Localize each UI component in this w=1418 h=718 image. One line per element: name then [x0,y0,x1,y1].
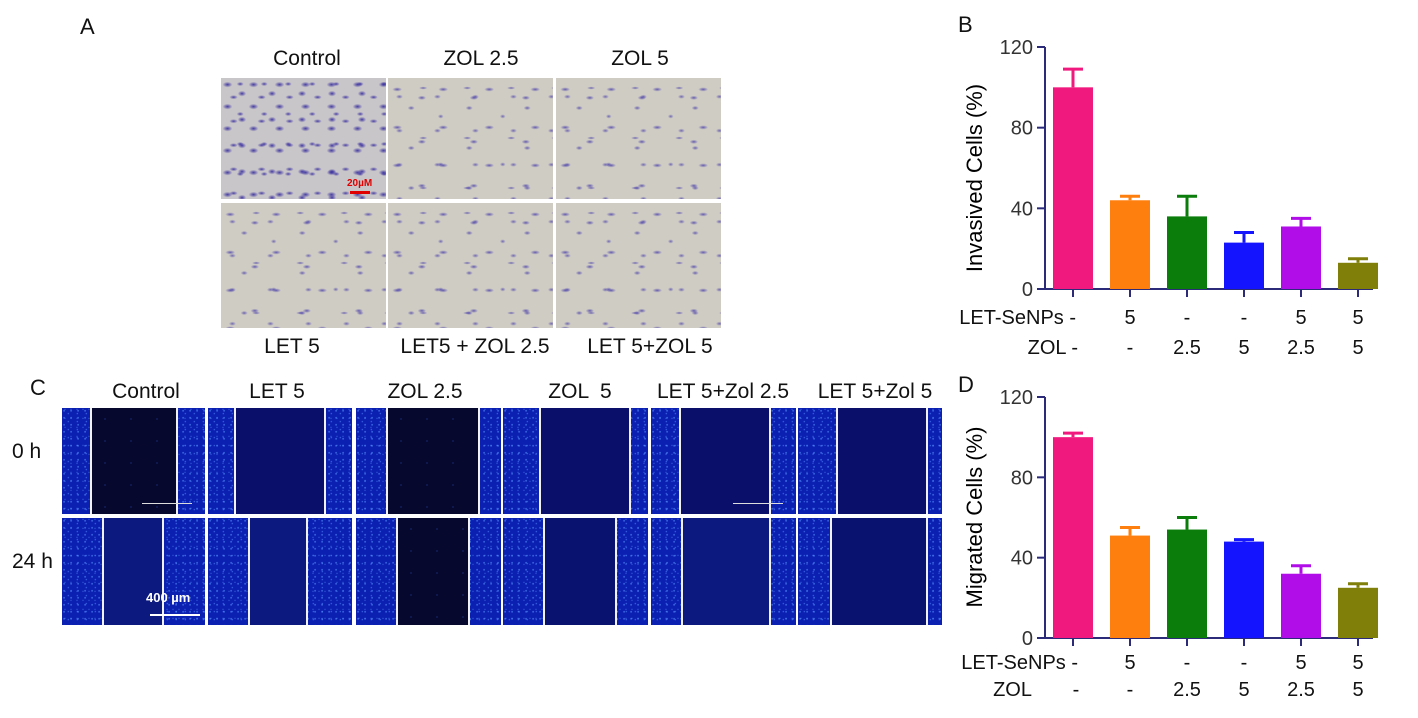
wound-let5-0h [208,408,352,514]
scale-bar-line [350,191,370,194]
scale-bar-label: 20µM [347,178,373,189]
bar [1338,262,1378,289]
bar [1167,529,1207,638]
y-tick-label: 120 [1000,37,1033,59]
condition-value: - [1241,652,1248,674]
condition-value: 5 [1295,307,1306,329]
panel-c-label-let-5: LET 5 [249,380,305,403]
y-tick-label: 40 [1011,198,1033,220]
wound-let5zol5-0h [798,408,942,514]
condition-value: - [1184,652,1191,674]
micrograph-control: 20µM [221,78,386,199]
y-axis-label: Migrated Cells (%) [962,427,987,608]
wound-zol5-24h [503,518,648,625]
condition-value: - [1073,679,1080,701]
panel-letter-b: B [958,12,973,37]
panel-letter-c: C [30,375,46,400]
condition-value: 5 [1352,652,1363,674]
condition-value: 5 [1238,337,1249,359]
panel-a-label-zol-2-5: ZOL 2.5 [443,47,519,70]
scale-bar-line [733,503,783,504]
condition-row-label: ZOL - [1028,337,1078,359]
scale-bar-label: 400 µm [146,590,191,605]
condition-value: 2.5 [1173,679,1201,701]
panel-c-label-zol-2-5: ZOL 2.5 [387,380,463,403]
bar [1338,587,1378,638]
bar [1110,535,1150,638]
y-tick-label: 0 [1022,628,1033,650]
row-label-0h: 0 h [12,440,42,463]
bar [1053,87,1093,289]
wound-zol25-0h [356,408,501,514]
bar [1110,200,1150,289]
micrograph-let5-zol-5 [556,203,721,328]
condition-row-label: LET-SeNPs - [961,652,1078,674]
condition-value: 2.5 [1173,337,1201,359]
condition-row-label: LET-SeNPs - [959,307,1076,329]
wound-zol5-0h [503,408,648,514]
scale-bar-line [142,503,192,504]
panel-c-label-control: Control [112,380,180,403]
migration-bar-chart: Migrated Cells (%) 0 40 80 120 LET-SeNPs - 5 -… [961,387,1378,701]
panel-a-label-let-5: LET 5 [264,335,320,358]
condition-value: 2.5 [1287,679,1315,701]
bar [1053,437,1093,638]
condition-value: 5 [1124,652,1135,674]
panel-a-label-zol-5: ZOL 5 [611,47,669,70]
y-tick-label: 40 [1011,548,1033,570]
condition-value: 5 [1238,679,1249,701]
condition-row-label: ZOL [993,679,1032,701]
wound-let5zol25-24h [651,518,796,625]
condition-value: 5 [1352,307,1363,329]
panel-a-label-let5-zol-2-5: LET5 + ZOL 2.5 [400,335,550,358]
condition-value: - [1127,679,1134,701]
condition-value: - [1241,307,1248,329]
micrograph-zol-5 [556,78,721,199]
row-label-24h: 24 h [12,550,53,573]
wound-let5zol5-24h [798,518,942,625]
bar [1281,226,1321,289]
condition-value: 5 [1295,652,1306,674]
condition-value: 5 [1352,337,1363,359]
bar [1224,242,1264,289]
condition-value: 2.5 [1287,337,1315,359]
y-axis-label: Invasived Cells (%) [962,84,987,272]
wound-let5zol25-0h [651,408,796,514]
panel-c-label-let5-zol-5: LET 5+Zol 5 [817,380,933,403]
panel-letter-d: D [958,372,974,397]
y-tick-label: 80 [1011,467,1033,489]
panel-c-label-zol-5: ZOL 5 [548,380,612,403]
wound-control-0h [62,408,205,514]
scale-bar-line [150,614,200,616]
y-tick-label: 80 [1011,118,1033,140]
bar [1281,573,1321,638]
invasion-bar-chart: Invasived Cells (%) 0 40 80 120 LET-SeNPs - 5… [959,37,1378,359]
wound-control-24h: 400 µm [62,518,205,625]
bar [1224,541,1264,638]
condition-value: - [1184,307,1191,329]
micrograph-zol-2-5 [388,78,553,199]
micrograph-let5-zol-2-5 [388,203,553,328]
condition-value: 5 [1352,679,1363,701]
wound-zol25-24h [356,518,501,625]
panel-a-label-let5-zol-5: LET 5+ZOL 5 [587,335,713,358]
condition-value: - [1127,337,1134,359]
panel-letter-a: A [80,14,95,39]
bar [1167,216,1207,289]
condition-value: 5 [1124,307,1135,329]
y-tick-label: 120 [1000,387,1033,409]
micrograph-let-5 [221,203,386,328]
panel-c-label-let5-zol-2-5: LET 5+Zol 2.5 [656,380,790,403]
y-tick-label: 0 [1022,279,1033,301]
panel-a-label-control: Control [273,47,341,70]
wound-let5-24h [208,518,352,625]
